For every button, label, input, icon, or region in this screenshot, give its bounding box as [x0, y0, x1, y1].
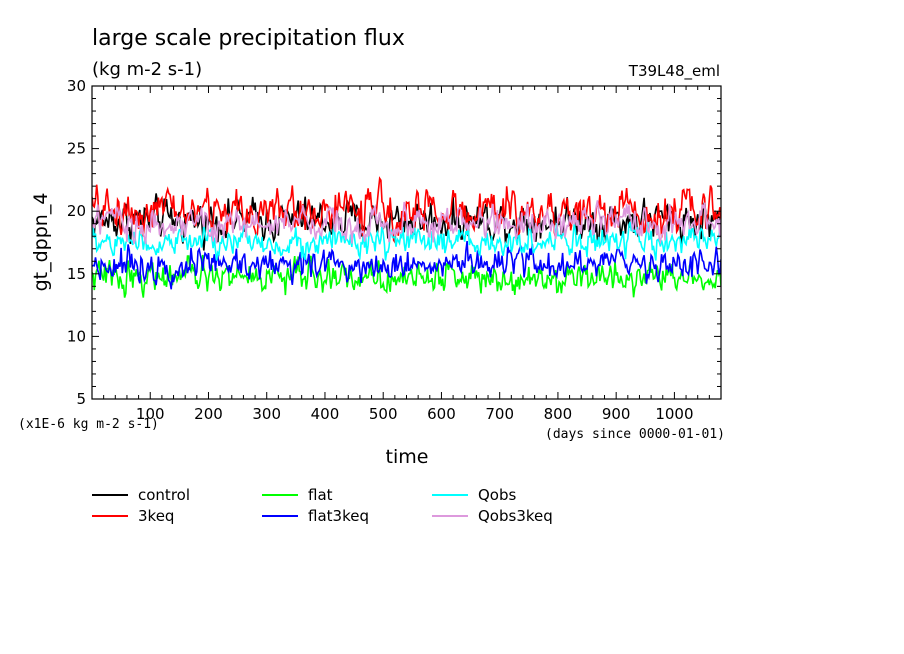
x-tick-label: 700 [485, 405, 514, 423]
legend: control 3keq flat flat3keq Qobs Qobs3keq [92, 486, 553, 525]
legend-label: 3keq [138, 507, 174, 525]
y-tick-label: 25 [67, 140, 86, 158]
series-layer [92, 176, 721, 298]
chart-title: large scale precipitation flux [92, 26, 405, 51]
chart-subtitle: (kg m-2 s-1) [92, 59, 202, 80]
y-axis: 5 10 15 20 25 30 [67, 77, 721, 408]
legend-label: flat3keq [308, 507, 369, 525]
legend-label: Qobs3keq [478, 507, 553, 525]
x-tick-label: 400 [311, 405, 340, 423]
series-line-flat [92, 254, 721, 298]
y-tick-label: 15 [67, 265, 86, 283]
series-line-Qobs3keq [92, 200, 721, 245]
y-tick-label: 5 [76, 390, 86, 408]
legend-label: flat [308, 486, 333, 504]
x-tick-label: 900 [602, 405, 631, 423]
x-tick-label: 800 [544, 405, 573, 423]
x-tick-label: 300 [252, 405, 281, 423]
y-tick-label: 10 [67, 327, 86, 345]
series-line-flat3keq [92, 241, 721, 290]
model-tag: T39L48_eml [628, 62, 720, 81]
x-axis-label: time [386, 446, 429, 468]
x-tick-label: 600 [427, 405, 456, 423]
y-axis-label: gt_dppn_4 [30, 193, 52, 292]
y-tick-label: 20 [67, 202, 86, 220]
y-unit-note: (x1E-6 kg m-2 s-1) [18, 417, 159, 432]
x-tick-label: 1000 [655, 405, 693, 423]
legend-label: Qobs [478, 486, 517, 504]
legend-label: control [138, 486, 190, 504]
series-line-Qobs [92, 221, 721, 261]
x-unit-note: (days since 0000-01-01) [545, 427, 725, 442]
x-tick-label: 100 [136, 405, 165, 423]
x-tick-label: 500 [369, 405, 398, 423]
y-tick-label: 30 [67, 77, 86, 95]
x-tick-label: 200 [194, 405, 223, 423]
x-axis: 100 200 300 400 500 600 700 800 900 1000 [91, 86, 722, 423]
